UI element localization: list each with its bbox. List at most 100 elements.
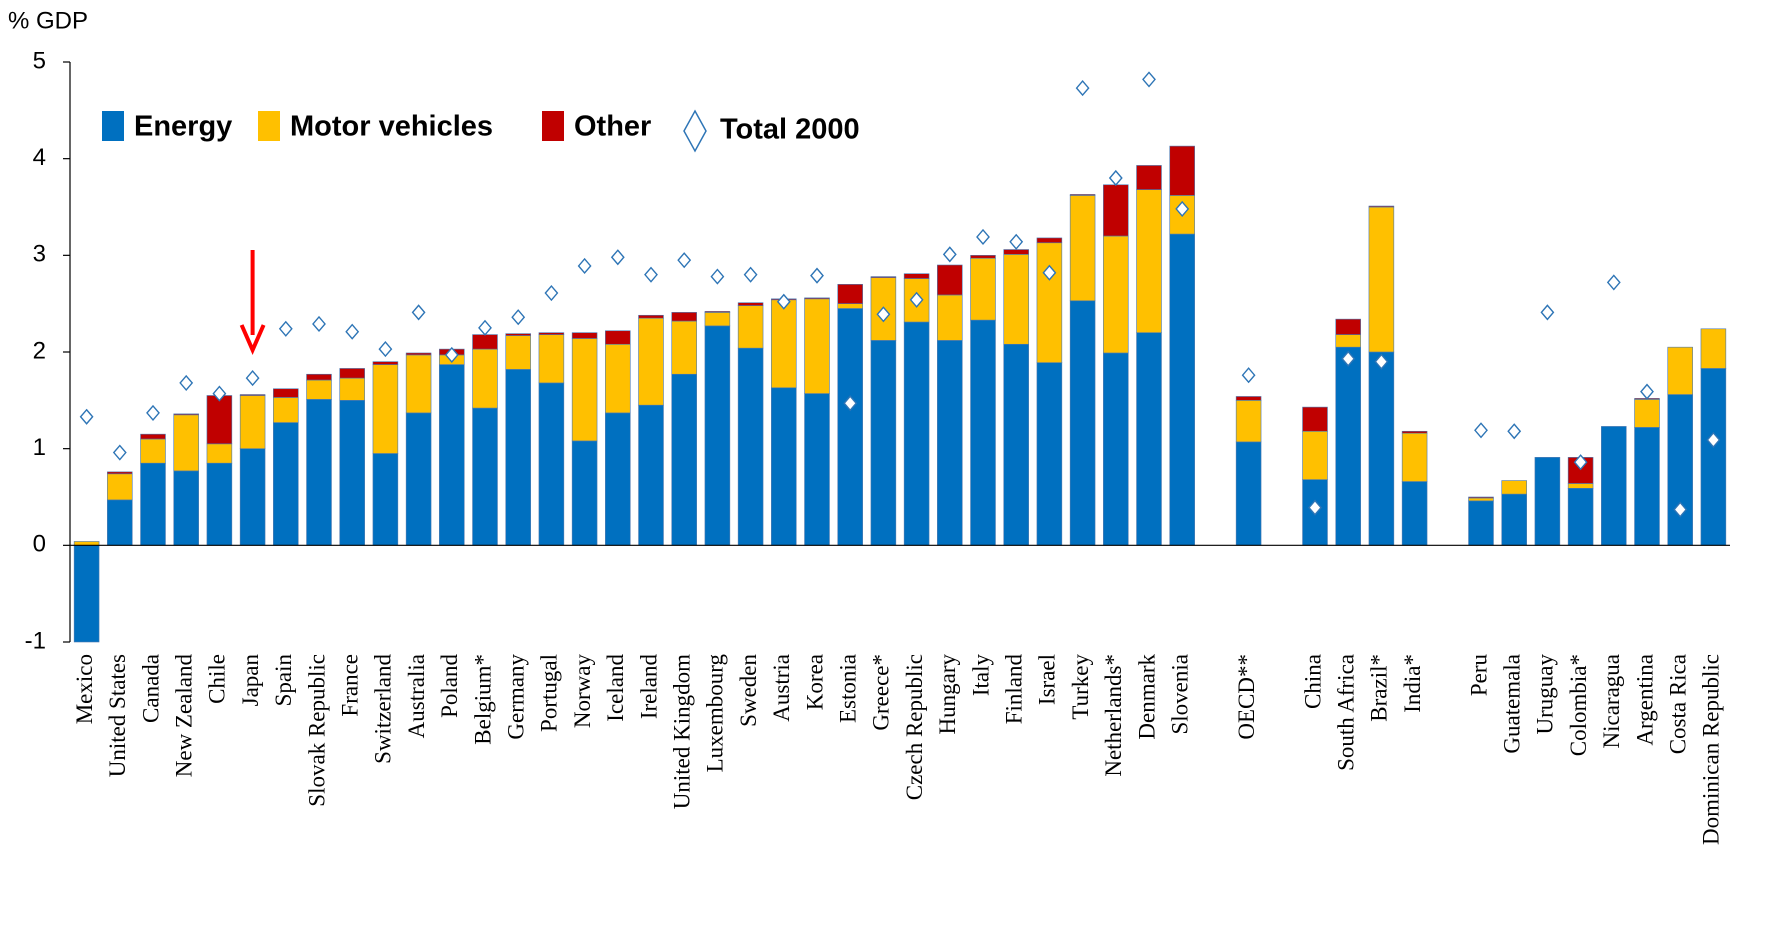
bar-segment: [605, 343, 631, 414]
bar-segment: [1069, 194, 1096, 196]
bar-segment: [638, 314, 664, 319]
bar-segment: [1136, 165, 1162, 190]
bar-segment: [903, 273, 930, 279]
bar-segment: [239, 448, 266, 546]
bar-segment: [704, 325, 731, 546]
bar-segment: [937, 340, 963, 546]
bar-segment: [638, 317, 664, 406]
bar-segment: [1169, 145, 1195, 196]
bar-segment: [1069, 195, 1096, 302]
diamond-marker: [1474, 422, 1488, 439]
bar-segment: [1567, 487, 1594, 546]
bar-segment: [771, 299, 797, 389]
bar-segment: [1368, 206, 1395, 353]
bar-segment: [1335, 346, 1361, 546]
bar-segment: [1235, 400, 1262, 443]
diamond-marker: [1673, 501, 1688, 518]
x-tick-label: Norway: [570, 654, 595, 729]
diamond-marker: [345, 323, 360, 340]
x-tick-label: Israel: [1035, 654, 1060, 705]
bar-segment: [1235, 396, 1262, 401]
bar-segment: [903, 321, 930, 546]
diamond-marker: [710, 268, 725, 285]
x-tick-label: Chile: [205, 654, 230, 704]
bar-segment: [472, 407, 498, 546]
x-tick-label: Poland: [437, 654, 462, 718]
bar-segment: [1335, 318, 1361, 335]
bar-segment: [1667, 394, 1693, 546]
bar-segment: [571, 440, 598, 546]
bar-segment: [505, 333, 531, 336]
bar-segment: [206, 395, 233, 445]
bar-segment: [306, 379, 332, 400]
diamond-marker: [478, 319, 492, 336]
bar-segment: [671, 312, 697, 322]
bar-segment: [173, 413, 199, 416]
y-tick-label: 5: [33, 47, 46, 74]
x-tick-label: Germany: [503, 654, 528, 740]
bar-segment: [173, 470, 199, 546]
bar-segment: [837, 284, 863, 304]
bar-segment: [737, 305, 764, 349]
bar-segment: [804, 393, 830, 546]
bar-segment: [405, 354, 432, 414]
bar-segment: [339, 368, 365, 379]
bar-segment: [1468, 500, 1494, 546]
bar-segment: [1003, 343, 1029, 546]
diamond-marker: [1341, 350, 1356, 367]
bar-segment: [970, 257, 996, 321]
bar-segment: [704, 312, 731, 327]
bar-segment: [870, 276, 897, 278]
bar-segment: [1302, 430, 1328, 480]
diamond-marker: [909, 291, 924, 308]
x-tick-label: Sweden: [736, 654, 761, 727]
bar-segment: [206, 443, 233, 464]
legend-label: Motor vehicles: [290, 111, 493, 143]
x-tick-label: Austria: [769, 654, 794, 722]
x-tick-label: Estonia: [835, 654, 860, 723]
x-tick-label: India*: [1400, 654, 1425, 713]
diamond-marker: [1075, 80, 1090, 97]
x-tick-label: Luxembourg: [703, 654, 728, 773]
diamond-marker: [1640, 383, 1654, 400]
diamond-marker: [1308, 499, 1322, 516]
bar-segment: [1103, 235, 1129, 354]
bar-segment: [140, 462, 166, 546]
bar-segment: [107, 471, 133, 475]
bar-segment: [306, 399, 332, 546]
bar-segment: [1036, 362, 1063, 546]
diamond-marker: [411, 304, 426, 321]
bar-segment: [1667, 346, 1693, 395]
bar-segment: [372, 364, 399, 454]
x-tick-label: Switzerland: [371, 654, 396, 764]
y-tick-label: 2: [33, 337, 46, 364]
bar-segment: [339, 400, 365, 546]
arrow-head: [239, 324, 266, 355]
x-tick-label: Italy: [968, 654, 993, 697]
bar-segment: [1069, 300, 1096, 546]
x-tick-label: Canada: [138, 654, 163, 723]
x-tick-label: France: [337, 654, 362, 717]
legend-label: Energy: [134, 111, 232, 143]
diamond-marker: [1108, 169, 1123, 187]
x-tick-label: Korea: [802, 654, 827, 710]
x-tick-label: Brazil*: [1367, 654, 1392, 722]
bar-segment: [107, 499, 133, 546]
diamond-marker: [1540, 304, 1555, 321]
bar-segment: [405, 352, 432, 356]
bar-segment: [1567, 483, 1594, 489]
diamond-marker: [942, 246, 957, 263]
bar-segment: [737, 302, 764, 306]
legend-swatch: [542, 111, 564, 141]
bar-segment: [571, 332, 598, 339]
x-tick-label: Portugal: [537, 654, 562, 732]
bar-segment: [1103, 352, 1129, 546]
x-tick-label: Netherlands*: [1101, 654, 1126, 777]
bar-segment: [1700, 368, 1727, 546]
bar-segment: [837, 308, 863, 546]
diamond-marker: [644, 266, 658, 283]
x-tick-label: Guatemala: [1499, 654, 1524, 754]
bar-segment: [1534, 457, 1561, 546]
diamond-marker: [212, 385, 227, 402]
bar-segment: [671, 373, 697, 546]
